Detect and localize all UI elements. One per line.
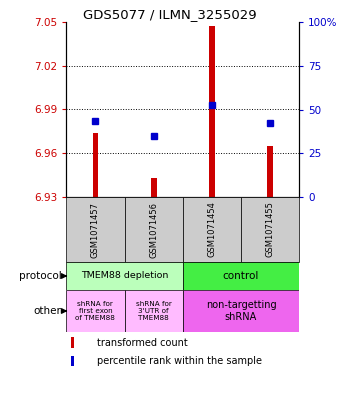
Text: control: control [223,271,259,281]
Bar [66,197,124,262]
Bar [71,356,74,366]
Text: non-targetting
shRNA: non-targetting shRNA [206,300,276,322]
Bar [241,197,299,262]
Bar [151,178,156,197]
Bar [124,290,183,332]
Bar [66,262,183,290]
Text: protocol: protocol [19,271,62,281]
Bar [92,133,98,197]
Text: TMEM88 depletion: TMEM88 depletion [81,272,168,281]
Text: GDS5077 / ILMN_3255029: GDS5077 / ILMN_3255029 [83,8,257,21]
Text: GSM1071455: GSM1071455 [266,202,275,257]
Text: shRNA for
3'UTR of
TMEM88: shRNA for 3'UTR of TMEM88 [136,301,172,321]
Text: percentile rank within the sample: percentile rank within the sample [97,356,261,366]
Bar [183,197,241,262]
Bar [124,197,183,262]
Text: GSM1071457: GSM1071457 [91,202,100,257]
Bar [183,290,299,332]
Text: transformed count: transformed count [97,338,187,348]
Bar [183,262,299,290]
Bar [71,337,74,348]
Bar [209,26,215,197]
Text: GSM1071454: GSM1071454 [207,202,216,257]
Text: GSM1071456: GSM1071456 [149,202,158,257]
Bar [267,146,273,197]
Text: shRNA for
first exon
of TMEM88: shRNA for first exon of TMEM88 [75,301,115,321]
Bar [66,290,124,332]
Text: other: other [34,306,62,316]
